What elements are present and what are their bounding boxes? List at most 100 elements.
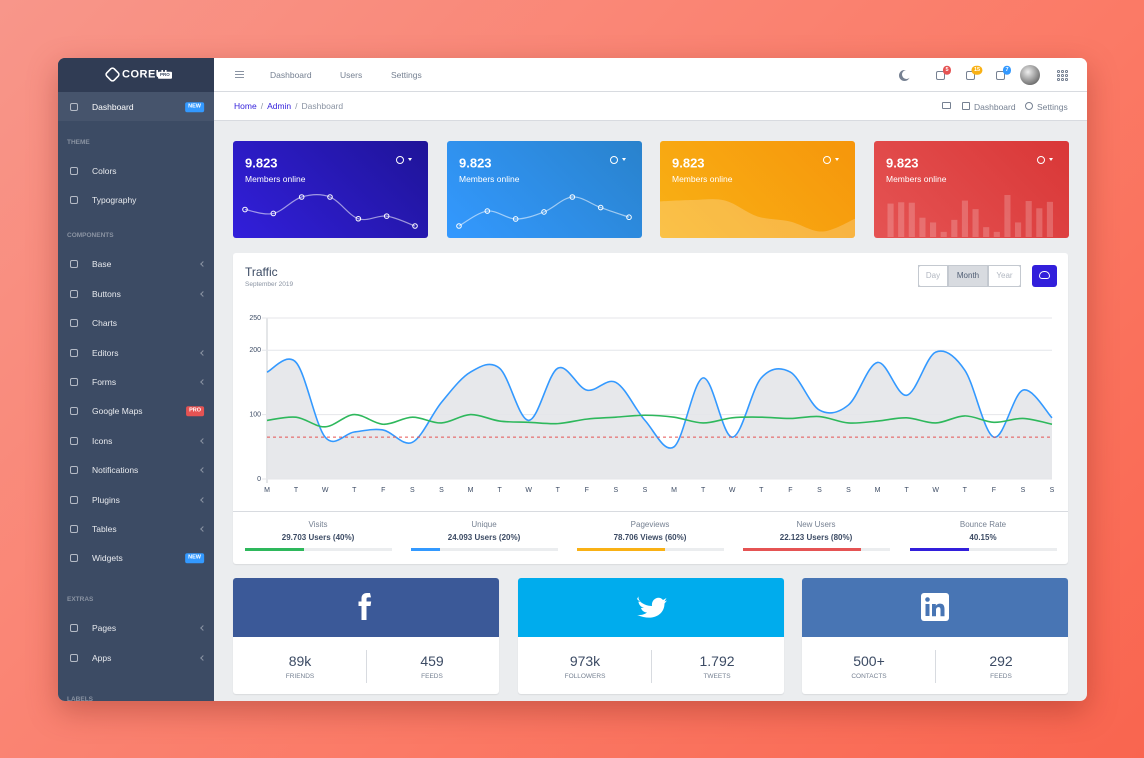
nav-section-title: EXTRAS bbox=[67, 596, 94, 604]
widget-value: 9.823 bbox=[459, 155, 492, 171]
progress-fill bbox=[411, 548, 441, 551]
breadcrumb-action[interactable]: Dashboard bbox=[974, 101, 1016, 112]
brand-name: COREUI bbox=[122, 68, 168, 81]
header-nav-link[interactable]: Dashboard bbox=[270, 69, 312, 80]
stat-value: 22.123 Users (80%) bbox=[779, 533, 853, 542]
widget-label: Members online bbox=[672, 173, 733, 184]
nav-item[interactable]: Google Maps bbox=[92, 406, 143, 417]
nav-icon bbox=[70, 653, 78, 662]
nav-icon bbox=[70, 196, 78, 205]
toggle-button[interactable] bbox=[988, 265, 1021, 287]
header-nav-link[interactable]: Settings bbox=[391, 69, 422, 80]
nav-section-title: COMPONENTS bbox=[67, 232, 114, 240]
widget-value: 9.823 bbox=[886, 155, 919, 171]
apps-icon-dot bbox=[1061, 74, 1064, 77]
brand-bar bbox=[58, 58, 214, 92]
widget-label: Members online bbox=[459, 173, 520, 184]
nav-item[interactable]: Tables bbox=[92, 523, 117, 534]
nav-icon bbox=[70, 378, 78, 386]
social-stat-label: FOLLOWERS bbox=[564, 672, 606, 680]
stat-value: 24.093 Users (20%) bbox=[447, 533, 521, 542]
theme-toggle-icon bbox=[902, 70, 911, 79]
toggle-label: Day bbox=[925, 271, 941, 280]
brand-badge: PRO bbox=[158, 71, 172, 79]
progress-track bbox=[245, 548, 392, 551]
nav-item[interactable]: Dashboard bbox=[92, 101, 134, 112]
breadcrumb-item[interactable]: Home bbox=[234, 100, 257, 111]
nav-item[interactable]: Typography bbox=[92, 195, 137, 206]
action-icon bbox=[1025, 102, 1033, 110]
nav-icon bbox=[70, 436, 78, 445]
nav-item[interactable]: Apps bbox=[92, 652, 112, 663]
nav-item[interactable]: Plugins bbox=[92, 494, 120, 505]
hamburger-line bbox=[235, 77, 244, 78]
nav-icon bbox=[70, 624, 78, 633]
header bbox=[214, 58, 1087, 92]
nav-section-title: THEME bbox=[67, 138, 90, 146]
stat-value: 29.703 Users (40%) bbox=[281, 533, 355, 542]
stat-label: Pageviews bbox=[630, 520, 670, 529]
progress-fill bbox=[743, 548, 861, 551]
traffic-subtitle: September 2019 bbox=[245, 280, 294, 288]
widget-settings-icon[interactable] bbox=[610, 156, 618, 164]
breadcrumb-separator: / bbox=[260, 100, 264, 111]
header-icon bbox=[996, 71, 1005, 80]
nav-badge: PRO bbox=[186, 406, 204, 417]
nav-icon bbox=[70, 466, 78, 475]
stat-label: Bounce Rate bbox=[959, 520, 1007, 529]
notification-badge: 7 bbox=[1002, 65, 1012, 75]
breadcrumb-item: Dashboard bbox=[301, 100, 344, 111]
stat-widget bbox=[874, 141, 1069, 238]
apps-icon-dot bbox=[1065, 70, 1068, 73]
widget-label: Members online bbox=[886, 173, 947, 184]
widget-settings-icon[interactable] bbox=[1037, 156, 1045, 164]
nav-item[interactable]: Widgets bbox=[92, 553, 123, 564]
header-nav-link[interactable]: Users bbox=[340, 69, 363, 80]
nav-item[interactable]: Icons bbox=[92, 435, 113, 446]
social-stat-value: 459 bbox=[420, 653, 444, 669]
nav-icon bbox=[70, 167, 78, 175]
breadcrumb-item[interactable]: Admin bbox=[267, 100, 292, 111]
apps-icon-dot bbox=[1057, 74, 1060, 77]
stat-value: 40.15% bbox=[969, 533, 997, 542]
download-button[interactable] bbox=[1032, 265, 1057, 287]
social-stat-value: 1.792 bbox=[699, 653, 735, 669]
notification-badge: 5 bbox=[942, 65, 952, 75]
widget-value: 9.823 bbox=[245, 155, 278, 171]
social-stat-label: CONTACTS bbox=[851, 672, 887, 680]
stat-divider bbox=[651, 650, 652, 683]
social-stat-label: FEEDS bbox=[421, 672, 443, 680]
widget-settings-icon[interactable] bbox=[823, 156, 831, 164]
nav-item[interactable]: Base bbox=[92, 259, 112, 270]
toggle-button[interactable] bbox=[948, 265, 988, 287]
app-window: COREUI PRO Dashboard NEW THEME Colors Typograp… bbox=[58, 58, 1087, 701]
social-card-header bbox=[233, 578, 499, 637]
breadcrumb-action[interactable]: Settings bbox=[1037, 101, 1068, 112]
progress-track bbox=[411, 548, 558, 551]
widget-caret bbox=[622, 158, 626, 161]
stat-divider bbox=[935, 650, 936, 683]
nav-item[interactable]: Pages bbox=[92, 623, 117, 634]
widget-settings-icon[interactable] bbox=[396, 156, 404, 164]
nav-icon bbox=[70, 495, 78, 504]
nav-item[interactable]: Editors bbox=[92, 347, 119, 358]
nav-item[interactable]: Notifications bbox=[92, 464, 139, 475]
progress-fill bbox=[245, 548, 304, 551]
nav-item[interactable]: Forms bbox=[92, 376, 117, 387]
progress-track bbox=[910, 548, 1057, 551]
nav-section-title: LABELS bbox=[67, 695, 93, 701]
nav-icon bbox=[70, 525, 78, 533]
stat-label: Unique bbox=[471, 520, 497, 529]
nav-item[interactable]: Colors bbox=[92, 165, 117, 176]
progress-fill bbox=[577, 548, 666, 551]
social-card-header bbox=[518, 578, 784, 637]
nav-icon bbox=[70, 554, 78, 563]
nav-item[interactable]: Charts bbox=[92, 317, 118, 328]
social-stat-value: 292 bbox=[989, 653, 1013, 669]
toggle-button[interactable] bbox=[918, 265, 948, 287]
widget-caret bbox=[408, 158, 412, 161]
stat-widget bbox=[660, 141, 855, 238]
apps-icon-dot bbox=[1065, 74, 1068, 77]
nav-item[interactable]: Buttons bbox=[92, 288, 121, 299]
